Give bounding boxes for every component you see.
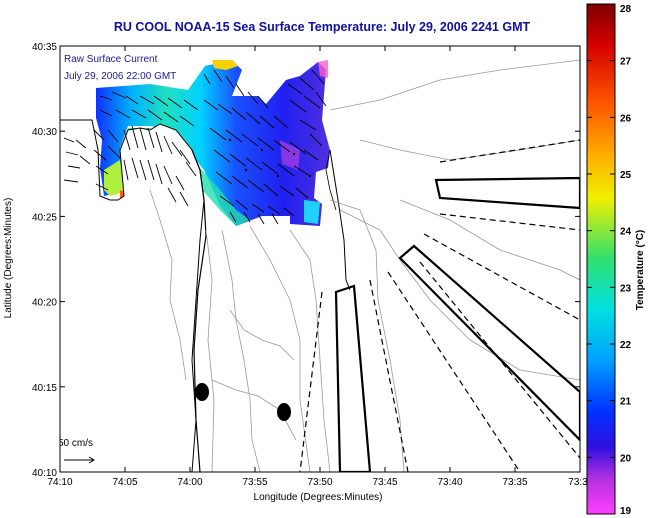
y-tick-label: 40:10 (32, 468, 57, 479)
x-tick-label: 74:05 (112, 477, 137, 488)
colorbar-ticks: 28 27 26 25 24 23 22 21 20 19 (587, 3, 632, 517)
y-tick-label: 40:35 (32, 42, 57, 53)
x-tick-label: 73:50 (307, 477, 332, 488)
scale-arrow (64, 456, 95, 464)
x-tick-label: 74:10 (47, 477, 72, 488)
shipping-lanes (334, 176, 580, 472)
x-tick-label: 73:45 (372, 477, 397, 488)
bathymetry-contours (149, 59, 580, 472)
x-tick-label: 73:55 (242, 477, 267, 488)
y-axis-label: Latitude (Degrees:Minutes) (3, 198, 14, 319)
x-tick-label: 73:40 (437, 477, 462, 488)
colorbar-label: Temperature (°C) (635, 230, 646, 311)
colorbar-tick-label: 22 (620, 340, 632, 351)
lane-boundaries (299, 139, 580, 472)
chart-title: RU COOL NOAA-15 Sea Surface Temperature:… (114, 20, 531, 34)
colorbar (586, 3, 616, 515)
colorbar-tick-label: 25 (620, 170, 632, 181)
x-tick-label: 73:3 (568, 477, 588, 488)
x-axis-label: Longitude (Degrees:Minutes) (254, 492, 383, 503)
colorbar-tick-label: 28 (620, 4, 632, 15)
y-axis: 40:35 40:30 40:25 40:20 40:15 40:10 (32, 42, 580, 479)
y-tick-label: 40:15 (32, 383, 57, 394)
colorbar-tick-label: 23 (620, 283, 632, 294)
y-tick-label: 40:20 (32, 298, 57, 309)
x-tick-label: 74:00 (177, 477, 202, 488)
colorbar-tick-label: 27 (620, 57, 632, 68)
map-plot-area: Raw Surface Current July 29, 2006 22:00 … (58, 46, 580, 472)
colorbar-tick-label: 19 (620, 506, 632, 517)
y-tick-label: 40:25 (32, 212, 57, 223)
coastline (60, 60, 351, 472)
vector-heads (228, 138, 312, 178)
colorbar-tick-label: 20 (620, 453, 632, 464)
colorbar-tick-label: 24 (620, 227, 632, 238)
y-tick-label: 40:30 (32, 127, 57, 138)
surface-current-vectors (63, 69, 327, 225)
buoy-marker-1 (195, 383, 209, 401)
scale-label: 50 cm/s (58, 438, 93, 449)
buoy-marker-2 (277, 403, 291, 421)
x-axis: 74:10 74:05 74:00 73:55 73:50 73:45 73:40 73:35… (47, 46, 588, 488)
annotation-line-2: July 29, 2006 22:00 GMT (64, 71, 176, 82)
x-tick-label: 73:35 (502, 477, 527, 488)
colorbar-tick-label: 26 (620, 113, 632, 124)
colorbar-tick-label: 21 (620, 397, 632, 408)
annotation-line-1: Raw Surface Current (64, 54, 158, 65)
